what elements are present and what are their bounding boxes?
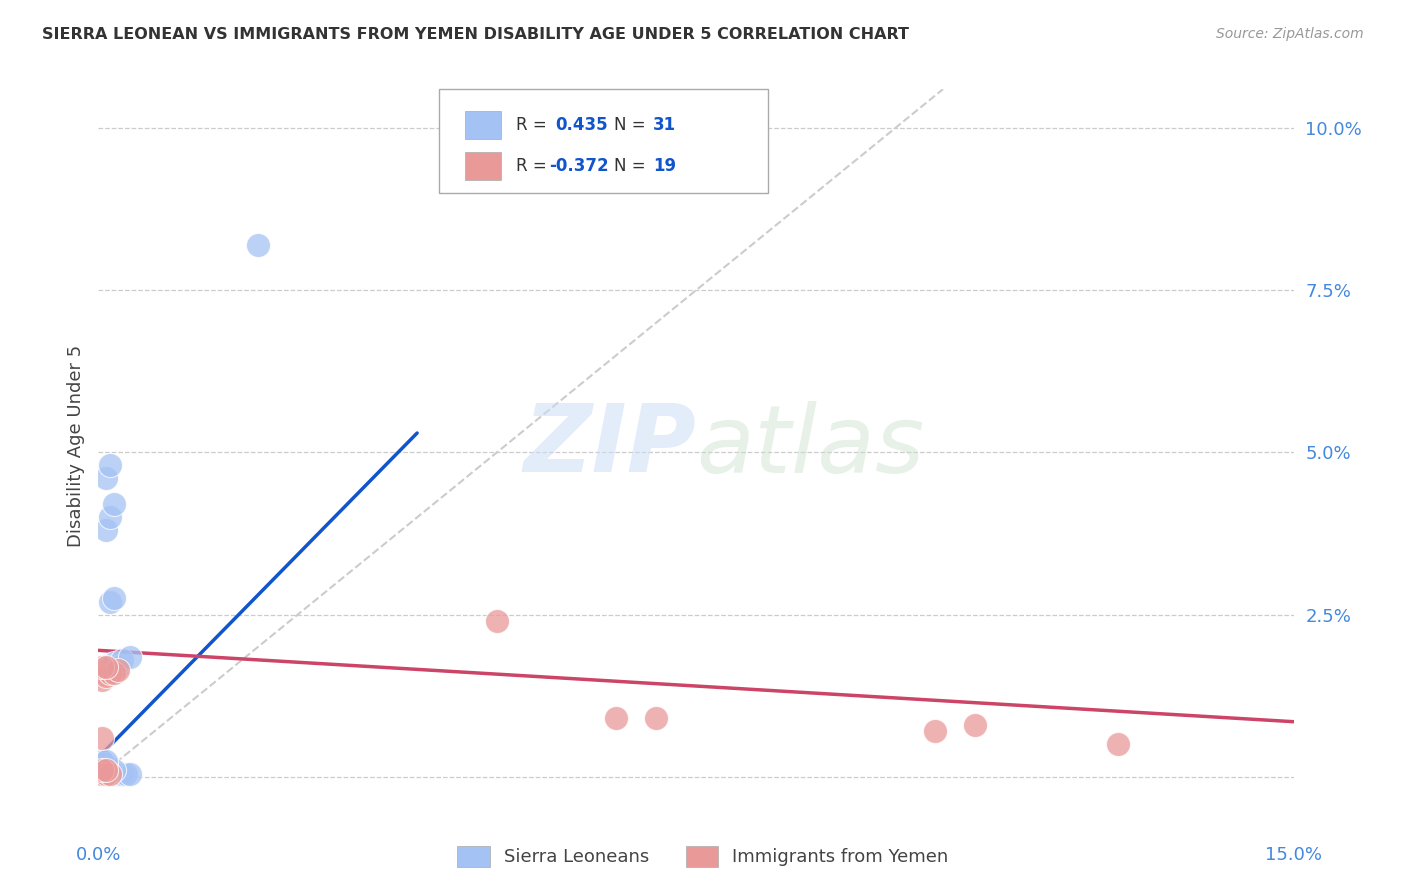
Point bbox=[96, 754, 118, 768]
Point bbox=[96, 659, 118, 673]
Point bbox=[91, 766, 114, 780]
Point bbox=[91, 754, 114, 768]
Point bbox=[103, 497, 125, 511]
Point bbox=[107, 659, 129, 673]
Point bbox=[645, 711, 668, 725]
Text: 15.0%: 15.0% bbox=[1265, 846, 1322, 863]
Text: 31: 31 bbox=[652, 116, 676, 134]
Point bbox=[96, 760, 118, 774]
Point bbox=[111, 766, 134, 780]
Point bbox=[96, 764, 118, 778]
Point bbox=[96, 766, 118, 780]
Point bbox=[91, 760, 114, 774]
Point bbox=[98, 659, 122, 673]
Point bbox=[103, 766, 125, 780]
Point bbox=[91, 673, 114, 687]
Point bbox=[120, 649, 142, 664]
Text: R =: R = bbox=[516, 116, 551, 134]
Point bbox=[91, 731, 114, 745]
Point bbox=[107, 766, 129, 780]
Point bbox=[91, 659, 114, 673]
Text: SIERRA LEONEAN VS IMMIGRANTS FROM YEMEN DISABILITY AGE UNDER 5 CORRELATION CHART: SIERRA LEONEAN VS IMMIGRANTS FROM YEMEN … bbox=[42, 27, 910, 42]
Point bbox=[120, 766, 142, 780]
Point bbox=[111, 653, 134, 667]
Point bbox=[103, 764, 125, 778]
Point bbox=[96, 764, 118, 778]
Point bbox=[963, 718, 986, 732]
Text: 19: 19 bbox=[652, 157, 676, 175]
Point bbox=[91, 756, 114, 771]
Point bbox=[96, 756, 118, 771]
Point bbox=[98, 766, 122, 780]
Point bbox=[96, 766, 118, 780]
Point bbox=[98, 510, 122, 524]
Point bbox=[605, 711, 627, 725]
Text: atlas: atlas bbox=[696, 401, 924, 491]
FancyBboxPatch shape bbox=[465, 111, 501, 139]
Point bbox=[98, 766, 122, 780]
Legend: Sierra Leoneans, Immigrants from Yemen: Sierra Leoneans, Immigrants from Yemen bbox=[449, 837, 957, 876]
Point bbox=[98, 595, 122, 609]
Point bbox=[98, 764, 122, 778]
Point bbox=[103, 657, 125, 671]
Text: R =: R = bbox=[516, 157, 551, 175]
Point bbox=[103, 666, 125, 681]
Point bbox=[246, 238, 269, 252]
Text: Source: ZipAtlas.com: Source: ZipAtlas.com bbox=[1216, 27, 1364, 41]
Text: 0.0%: 0.0% bbox=[76, 846, 121, 863]
Point bbox=[91, 764, 114, 778]
Point bbox=[91, 766, 114, 780]
Point bbox=[96, 471, 118, 485]
Point bbox=[485, 614, 508, 628]
Point bbox=[1107, 738, 1129, 752]
Text: 0.435: 0.435 bbox=[555, 116, 607, 134]
Point bbox=[96, 669, 118, 683]
Text: -0.372: -0.372 bbox=[548, 157, 609, 175]
Point bbox=[98, 666, 122, 681]
Point bbox=[103, 591, 125, 606]
FancyBboxPatch shape bbox=[439, 89, 768, 193]
Point bbox=[98, 458, 122, 473]
Text: N =: N = bbox=[613, 116, 651, 134]
FancyBboxPatch shape bbox=[465, 152, 501, 180]
Point bbox=[96, 524, 118, 538]
Point bbox=[924, 724, 946, 739]
Point bbox=[107, 663, 129, 677]
Text: N =: N = bbox=[613, 157, 651, 175]
Point bbox=[115, 766, 138, 780]
Text: ZIP: ZIP bbox=[523, 400, 696, 492]
Y-axis label: Disability Age Under 5: Disability Age Under 5 bbox=[66, 345, 84, 547]
Point bbox=[91, 764, 114, 778]
